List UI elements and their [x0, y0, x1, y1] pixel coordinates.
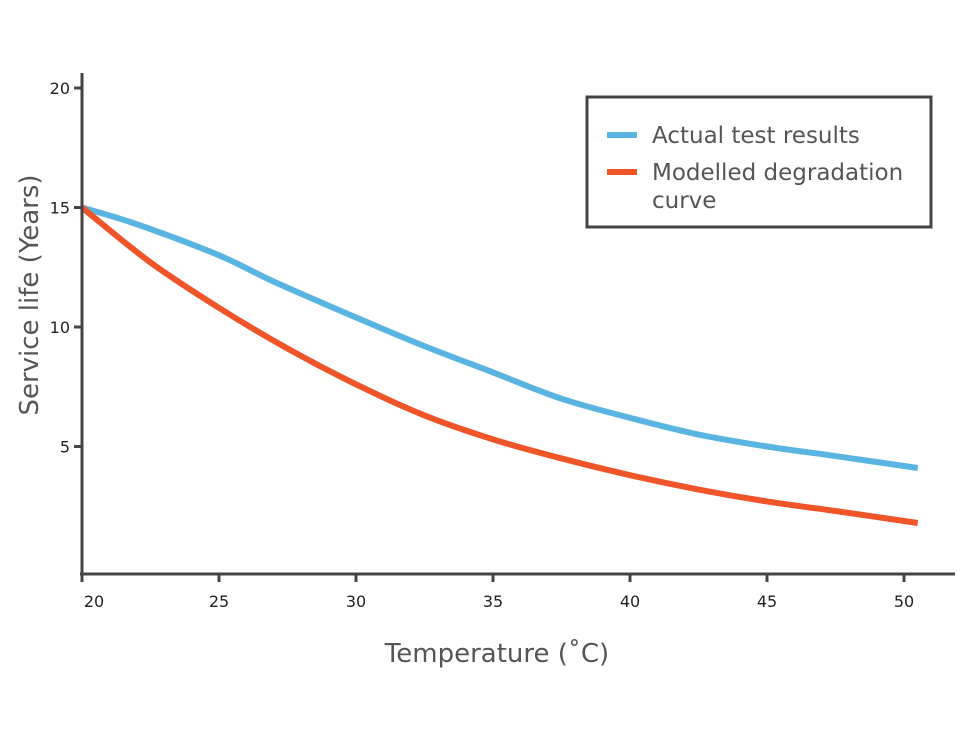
legend: Actual test results Modelled degradation… [585, 95, 933, 229]
legend-label-modelled: Modelled degradation curve [652, 160, 910, 214]
y-tick-label: 10 [50, 318, 70, 337]
x-tick-label: 35 [483, 592, 503, 611]
y-tick-label: 15 [50, 199, 70, 218]
series-line-actual [81, 204, 919, 471]
legend-label-modelled-line2: curve [652, 188, 716, 214]
axes [80, 73, 955, 576]
x-tick-label: 30 [346, 592, 366, 611]
legend-label-modelled-line1: Modelled degradation [652, 160, 903, 186]
legend-box [585, 95, 933, 229]
legend-label-actual: Actual test results [652, 123, 860, 149]
y-tick-label: 5 [60, 438, 70, 457]
y-tick-label: 20 [50, 79, 70, 98]
series-line-modelled [80, 205, 919, 526]
x-tick-label: 45 [757, 592, 777, 611]
x-tick-label: 20 [84, 592, 104, 611]
y-axis-ticks: 5 10 15 20 [50, 79, 82, 457]
x-axis-title: Temperature (˚C) [384, 639, 609, 669]
x-tick-label: 25 [209, 592, 229, 611]
x-tick-label: 50 [894, 592, 914, 611]
x-tick-label: 40 [620, 592, 640, 611]
x-axis-ticks: 20 25 30 35 40 45 50 [80, 574, 914, 611]
y-axis-title: Service life (Years) [15, 174, 45, 415]
plot-area [80, 204, 919, 526]
